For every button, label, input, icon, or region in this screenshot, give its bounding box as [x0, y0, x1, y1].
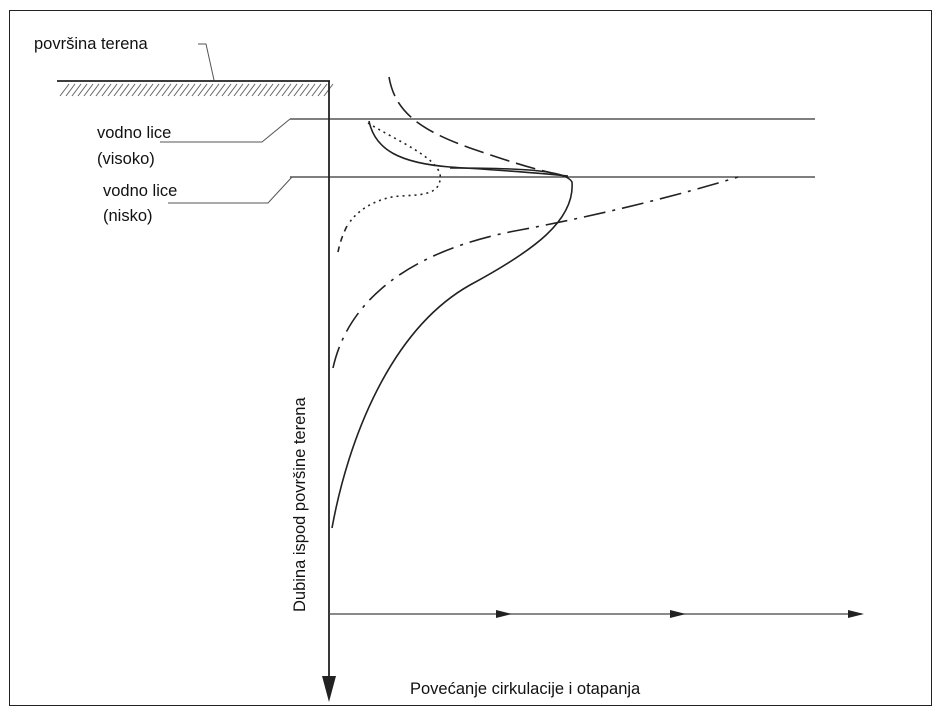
curve-dotted-tail	[337, 225, 348, 253]
hatch-stroke	[131, 83, 142, 97]
hatch-stroke	[275, 83, 286, 97]
hatch-stroke	[215, 83, 226, 97]
water-table-high-label-line2: (visoko)	[97, 150, 155, 168]
y-axis	[322, 81, 336, 702]
figure-frame	[9, 10, 932, 706]
hatch-stroke	[191, 83, 202, 97]
y-axis-label: Dubina ispod površine terena	[291, 397, 309, 612]
hatch-stroke	[197, 83, 208, 97]
hatch-stroke	[125, 83, 136, 97]
curve-solid-high-water	[368, 120, 569, 177]
hatch-stroke	[83, 83, 94, 97]
curve-dashed-upper	[388, 76, 567, 177]
x-axis-label: Povećanje cirkulacije i otapanja	[410, 680, 641, 698]
hatch-stroke	[173, 83, 184, 97]
hatch-stroke	[137, 83, 148, 97]
hatch-stroke	[77, 83, 88, 97]
hatch-stroke	[311, 83, 322, 97]
x-axis-arrowhead-1	[496, 610, 512, 618]
water-table-low-leader	[168, 176, 293, 204]
hatch-stroke	[203, 83, 214, 97]
hatch-stroke	[179, 83, 190, 97]
hatch-stroke	[209, 83, 220, 97]
hatch-stroke	[317, 83, 328, 97]
y-axis-arrowhead	[322, 676, 336, 702]
hatch-stroke	[185, 83, 196, 97]
hatch-stroke	[101, 83, 112, 97]
hatch-stroke	[95, 83, 106, 97]
hatch-stroke	[263, 83, 274, 97]
hatch-stroke	[65, 83, 76, 97]
water-table-low-label-line2: (nisko)	[103, 207, 153, 225]
hatch-stroke	[287, 83, 298, 97]
ground-surface-label: površina terena	[34, 35, 149, 53]
hatch-stroke	[107, 83, 118, 97]
ground-surface	[57, 80, 334, 97]
hatch-stroke	[71, 83, 82, 97]
ground-label-leader	[198, 43, 215, 81]
hatch-stroke	[269, 83, 280, 97]
hatch-stroke	[155, 83, 166, 97]
curve-dashed-long	[332, 176, 739, 369]
hatch-stroke	[149, 83, 160, 97]
x-axis-arrowhead-2	[670, 610, 686, 618]
hatch-stroke	[305, 83, 316, 97]
hatch-stroke	[299, 83, 310, 97]
hatch-stroke	[143, 83, 154, 97]
hatch-stroke	[89, 83, 100, 97]
hatch-stroke	[167, 83, 178, 97]
hatch-stroke	[281, 83, 292, 97]
water-table-high-leader	[160, 118, 291, 143]
water-table-high-label-line1: vodno lice	[97, 124, 171, 142]
hatch-stroke	[227, 83, 238, 97]
curve-solid-low-water	[331, 167, 573, 529]
hatch-stroke	[59, 83, 70, 97]
x-axis	[329, 610, 864, 618]
hatch-stroke	[293, 83, 304, 97]
ground-hatching	[59, 83, 334, 97]
hatch-stroke	[221, 83, 232, 97]
x-axis-arrowhead-3	[848, 610, 864, 618]
water-table-low-label-line1: vodno lice	[103, 182, 177, 200]
hatch-stroke	[239, 83, 250, 97]
hatch-stroke	[161, 83, 172, 97]
hatch-stroke	[245, 83, 256, 97]
curve-dotted	[347, 122, 441, 226]
hatch-stroke	[257, 83, 268, 97]
hatch-stroke	[251, 83, 262, 97]
hatch-stroke	[113, 83, 124, 97]
hatch-stroke	[233, 83, 244, 97]
hatch-stroke	[119, 83, 130, 97]
